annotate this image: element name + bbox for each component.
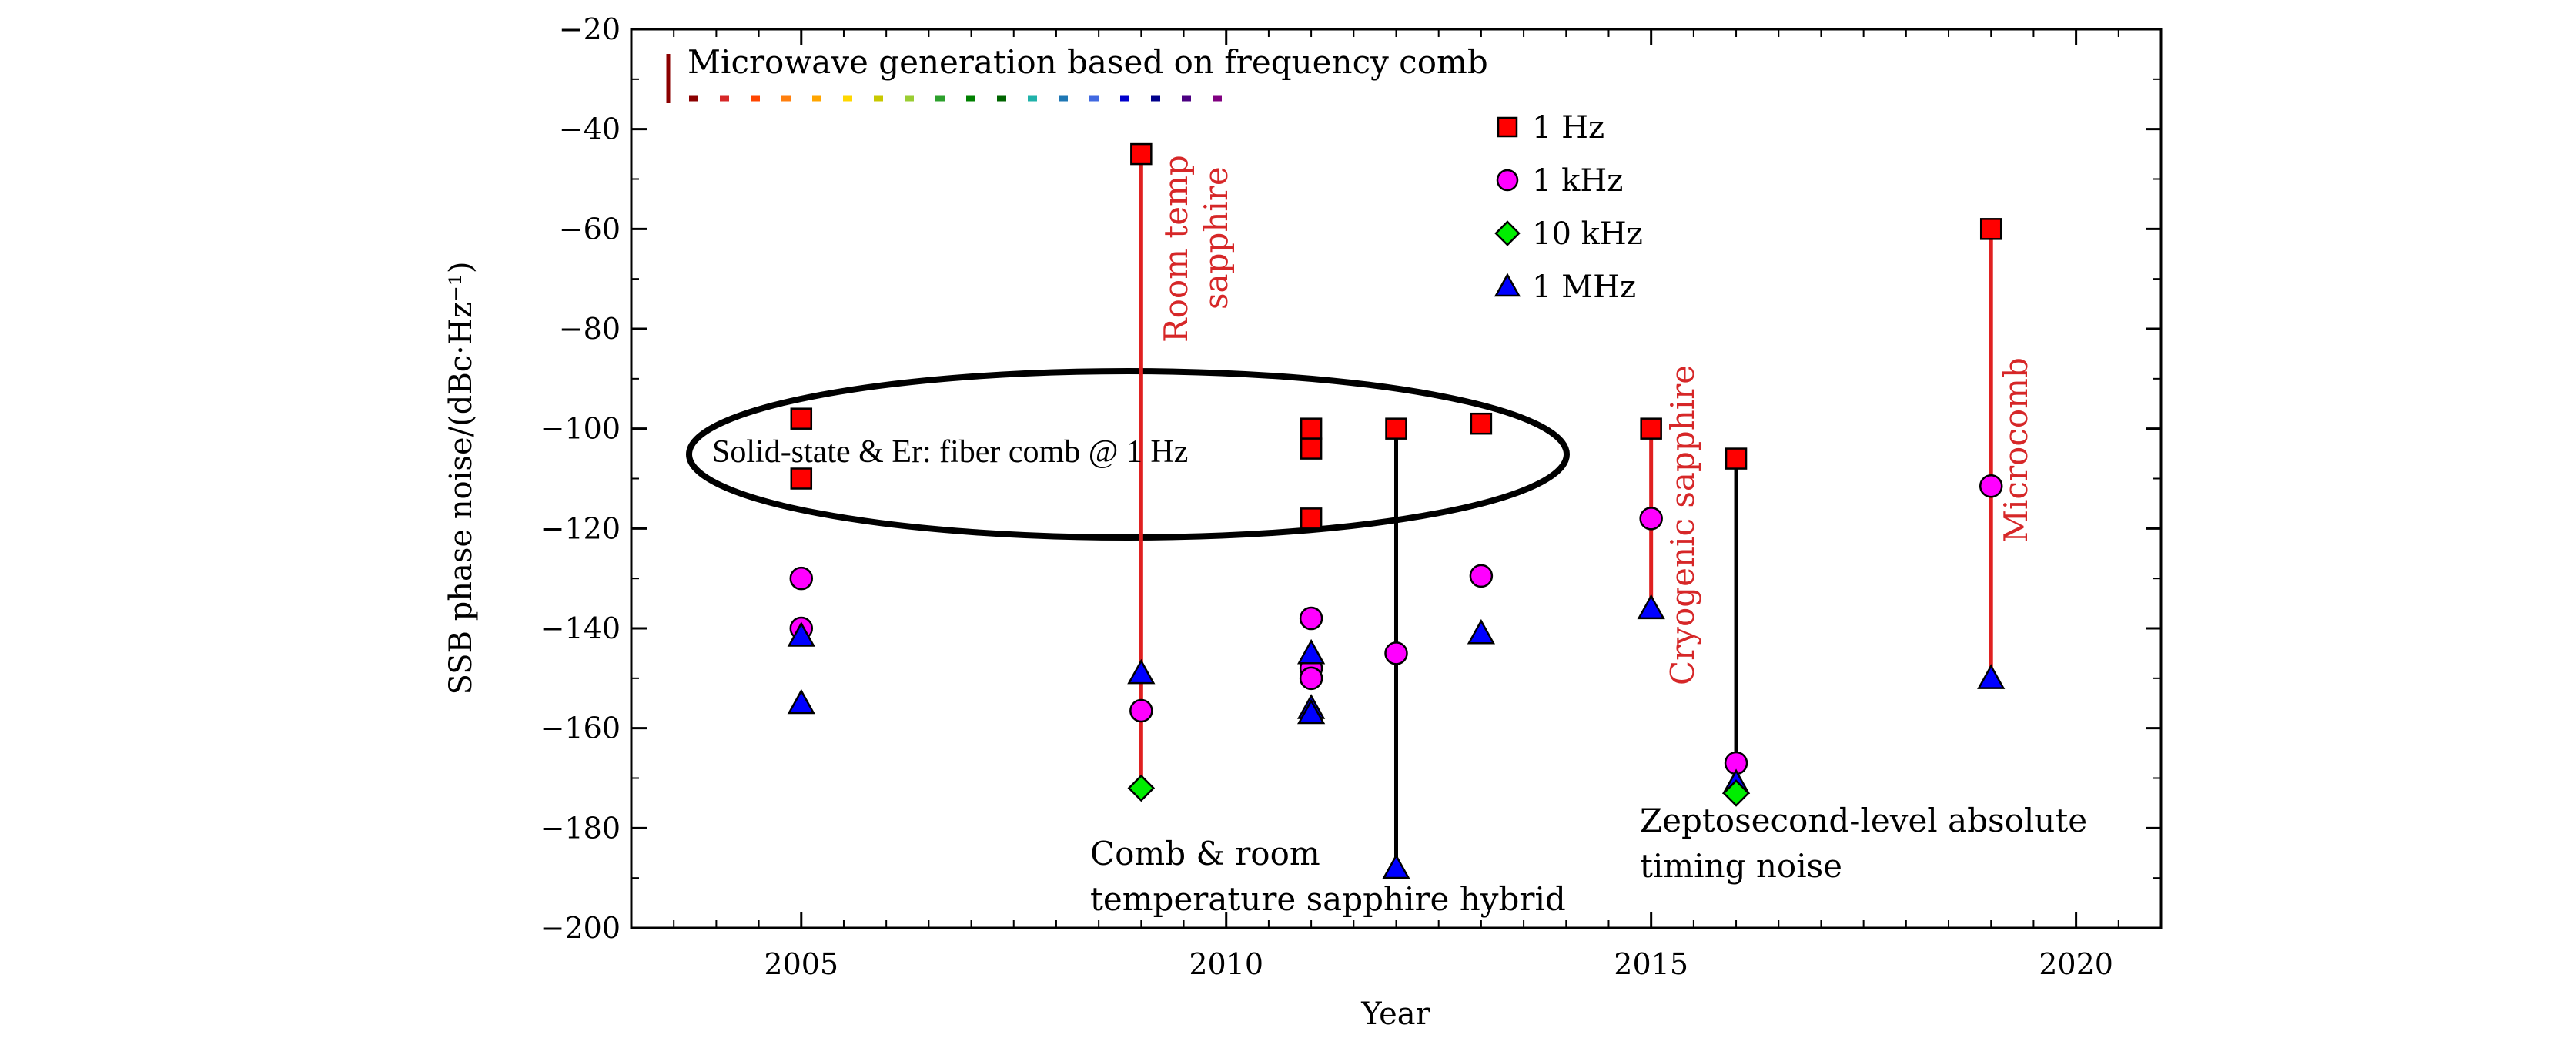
y-tick-label: −120	[540, 511, 621, 545]
data-point-square	[1725, 447, 1748, 470]
data-point-triangle	[787, 621, 815, 647]
y-tick-label: −20	[559, 12, 621, 46]
legend-label: 10 kHz	[1532, 216, 1643, 252]
microcomb-label: Microcomb	[1997, 357, 2035, 543]
data-point-square	[1470, 412, 1493, 435]
y-tick-label: −40	[559, 112, 621, 146]
legend-marker-square	[1497, 116, 1518, 138]
data-point-square	[1130, 142, 1153, 166]
data-point-circle	[1384, 641, 1408, 665]
y-tick-label: −100	[540, 412, 621, 446]
data-point-triangle	[1977, 664, 2006, 689]
x-tick-label: 2005	[764, 947, 838, 981]
data-point-triangle	[1296, 698, 1326, 725]
room-temp-label-line2: sapphire	[1197, 166, 1235, 310]
cryogenic-sapphire-label: Cryogenic sapphire	[1664, 365, 1701, 685]
data-point-triangle	[1467, 618, 1496, 645]
y-tick-label: −60	[559, 212, 621, 246]
data-point-circle	[1299, 666, 1323, 691]
y-tick-label: −180	[540, 811, 621, 845]
legend-marker-diamond	[1494, 220, 1521, 246]
x-axis-title: Year	[1360, 996, 1430, 1032]
comb-room-label-line1: Comb & room	[1090, 835, 1320, 872]
x-tick-label: 2010	[1189, 947, 1263, 981]
header-annotation: Microwave generation based on frequency …	[687, 43, 1488, 81]
data-point-triangle	[1382, 853, 1410, 879]
data-point-square	[790, 467, 813, 490]
y-axis-title: SSB phase noise/(dBc·Hz⁻¹)	[443, 261, 479, 695]
data-point-circle	[1639, 507, 1663, 531]
legend-label: 1 kHz	[1532, 163, 1623, 199]
data-point-triangle	[1296, 638, 1326, 665]
legend: 1 Hz 1 kHz 10 kHz 1 MHz	[1494, 110, 1643, 305]
data-point-square	[1300, 507, 1323, 530]
ellipse-label: Solid-state & Er: fiber comb @ 1 Hz	[712, 434, 1188, 470]
x-tick-label: 2015	[1614, 947, 1688, 981]
zeptosecond-label-line2: timing noise	[1640, 847, 1842, 885]
legend-label: 1 MHz	[1532, 270, 1636, 305]
data-point-circle	[1469, 564, 1494, 588]
y-tick-label: −200	[540, 911, 621, 945]
data-point-circle	[1979, 474, 2003, 498]
data-point-triangle	[1127, 658, 1156, 685]
axis-ticks	[631, 28, 2162, 929]
data-point-diamond	[1722, 779, 1750, 807]
data-point-circle	[1129, 698, 1153, 723]
data-points	[787, 142, 2006, 879]
data-point-triangle	[1637, 594, 1665, 620]
data-point-square	[1300, 437, 1323, 460]
connector-lines	[1139, 154, 1993, 869]
data-point-square	[1300, 417, 1323, 440]
data-point-square	[1385, 417, 1407, 440]
data-point-square	[1979, 218, 2002, 240]
legend-marker-circle	[1496, 169, 1519, 192]
data-point-square	[1640, 417, 1662, 440]
zeptosecond-label-line1: Zeptosecond-level absolute	[1640, 802, 2087, 839]
y-tick-label: −80	[559, 312, 621, 346]
data-point-diamond	[1127, 774, 1156, 802]
x-tick-label: 2020	[2039, 947, 2113, 981]
data-point-circle	[789, 566, 814, 591]
data-point-circle	[1299, 606, 1323, 631]
y-tick-label: −160	[540, 712, 621, 745]
legend-marker-triangle	[1494, 273, 1521, 297]
data-point-triangle	[787, 688, 815, 715]
ellipse-highlight	[686, 368, 1570, 541]
y-tick-label: −140	[540, 611, 621, 645]
legend-label: 1 Hz	[1532, 110, 1604, 146]
axis-tick-labels: 2005 2010 2015 2020 −20 −40 −60 −80 −100 −120 −140…	[540, 12, 2113, 981]
room-temp-label-line1: Room temp	[1157, 155, 1195, 343]
comb-room-label-line2: temperature sapphire hybrid	[1090, 880, 1566, 918]
data-point-square	[790, 407, 813, 430]
